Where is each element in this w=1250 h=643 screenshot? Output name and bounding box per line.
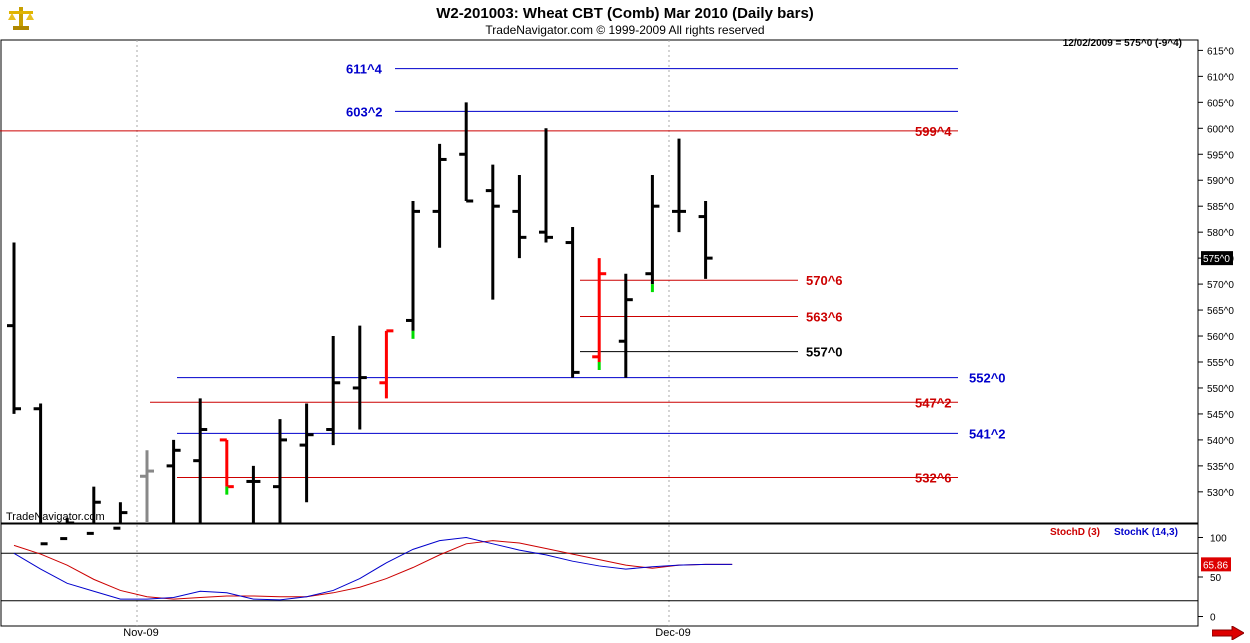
price-readout: 12/02/2009 = 575^0 (-9^4) xyxy=(1062,38,1182,49)
ohlc-bar xyxy=(33,403,48,546)
osc-last-value-label: 65.86 xyxy=(1203,560,1228,571)
right-arrow-icon[interactable] xyxy=(1212,626,1244,640)
ohlc-bar xyxy=(140,450,154,523)
ohlc-bar xyxy=(592,258,607,370)
osc-series-line xyxy=(13,540,733,600)
y-tick-label: 535^0 xyxy=(1207,462,1234,473)
level-label: 552^0 xyxy=(969,371,1006,386)
ohlc-bar xyxy=(326,336,341,446)
y-tick-label: 570^0 xyxy=(1207,280,1234,291)
ohlc-bar xyxy=(193,398,208,523)
y-tick-label: 565^0 xyxy=(1207,306,1234,317)
y-tick-label: 590^0 xyxy=(1207,176,1234,187)
level-label: 547^2 xyxy=(915,395,952,410)
ohlc-bar xyxy=(352,325,367,430)
y-tick-label: 530^0 xyxy=(1207,488,1234,499)
ohlc-bar xyxy=(406,201,420,339)
ohlc-bar xyxy=(166,439,181,523)
y-tick-label: 605^0 xyxy=(1207,98,1234,109)
ohlc-bar xyxy=(273,419,287,523)
watermark: TradeNavigator.com xyxy=(6,511,105,523)
osc-y-tick-label: 100 xyxy=(1210,533,1227,544)
y-tick-label: 615^0 xyxy=(1207,46,1234,57)
osc-series-line xyxy=(13,536,733,601)
chart-title: W2-201003: Wheat CBT (Comb) Mar 2010 (Da… xyxy=(436,5,814,22)
x-tick-label: Dec-09 xyxy=(655,627,690,639)
ohlc-bar xyxy=(459,102,474,203)
y-tick-label: 550^0 xyxy=(1207,384,1234,395)
level-label: 563^6 xyxy=(806,310,843,325)
y-tick-label: 555^0 xyxy=(1207,358,1234,369)
level-label: 570^6 xyxy=(806,273,843,288)
y-tick-label: 580^0 xyxy=(1207,228,1234,239)
ohlc-bar xyxy=(645,175,660,293)
ohlc-bar xyxy=(113,502,128,530)
ohlc-bar xyxy=(565,226,580,378)
ohlc-bar xyxy=(485,164,500,300)
scales-logo-icon xyxy=(8,7,34,30)
y-tick-label: 545^0 xyxy=(1207,410,1234,421)
y-tick-label: 610^0 xyxy=(1207,72,1234,83)
last-price-box xyxy=(1201,251,1233,266)
ohlc-bar xyxy=(432,143,447,248)
ohlc-bar xyxy=(86,486,101,535)
ohlc-bar xyxy=(618,273,633,378)
ohlc-bar xyxy=(219,438,234,495)
y-tick-label: 600^0 xyxy=(1207,124,1234,135)
ohlc-bar xyxy=(60,517,75,541)
ohlc-bar xyxy=(299,403,314,503)
level-label: 599^4 xyxy=(915,124,952,139)
osc-y-tick-label: 50 xyxy=(1210,573,1222,584)
oscillator-panel-frame xyxy=(0,523,1199,627)
level-label: 532^6 xyxy=(915,471,952,486)
last-price-label: 575^0 xyxy=(1203,254,1230,265)
ohlc-bar xyxy=(7,242,21,414)
level-label: 557^0 xyxy=(806,345,843,360)
osc-legend-stochd: StochD (3) xyxy=(1050,527,1100,538)
level-label: 611^4 xyxy=(346,62,383,77)
ohlc-bar xyxy=(672,138,686,233)
osc-legend-stochk: StochK (14,3) xyxy=(1114,527,1178,538)
level-label: 603^2 xyxy=(346,104,383,119)
y-tick-label: 540^0 xyxy=(1207,436,1234,447)
ohlc-bar xyxy=(698,201,713,279)
y-tick-label: 560^0 xyxy=(1207,332,1234,343)
ohlc-bar xyxy=(512,175,527,259)
y-tick-label: 585^0 xyxy=(1207,202,1234,213)
y-tick-label: 595^0 xyxy=(1207,150,1234,161)
ohlc-bar xyxy=(246,465,261,523)
osc-y-tick-label: 0 xyxy=(1210,613,1216,624)
level-label: 541^2 xyxy=(969,426,1006,441)
ohlc-bar xyxy=(539,128,553,243)
osc-last-value-box xyxy=(1201,557,1231,572)
price-panel-frame xyxy=(0,39,1199,524)
chart-subtitle: TradeNavigator.com © 1999-2009 All right… xyxy=(485,23,765,37)
x-tick-label: Nov-09 xyxy=(123,627,158,639)
ohlc-bar xyxy=(379,329,394,399)
